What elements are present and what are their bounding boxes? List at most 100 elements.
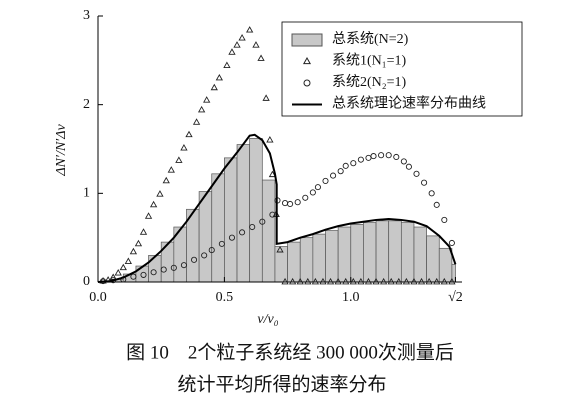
triangle-marker — [149, 200, 158, 208]
triangle-marker — [266, 136, 274, 143]
y-tick-label: 3 — [83, 8, 90, 23]
circle-marker — [239, 229, 246, 236]
histogram-bar — [388, 220, 402, 283]
histogram-bar — [299, 237, 314, 283]
triangle-marker — [402, 277, 411, 285]
triangle-marker — [180, 143, 188, 151]
triangle-marker — [425, 277, 433, 285]
y-tick-label: 2 — [83, 97, 90, 112]
circle-marker — [228, 234, 236, 241]
histogram-bar — [211, 173, 225, 283]
circle-marker — [357, 156, 364, 163]
triangle-marker — [156, 190, 164, 197]
circle-marker — [180, 262, 187, 269]
triangle-marker — [233, 41, 241, 48]
circle-marker — [385, 152, 392, 159]
circle-marker — [441, 216, 448, 223]
caption-line: 图 10 2个粒子系统经 300 000次测量后 — [126, 341, 454, 363]
histogram-bar — [400, 222, 415, 283]
x-tick-label: 0.0 — [89, 290, 107, 305]
histogram-bar — [224, 157, 238, 283]
circle-marker — [393, 153, 400, 161]
circle-marker — [378, 152, 385, 159]
caption-line: 统计平均所得的速率分布 — [177, 373, 386, 395]
circle-marker — [130, 273, 137, 280]
triangle-marker — [319, 277, 327, 285]
triangle-marker — [175, 156, 183, 163]
circle-marker — [365, 154, 372, 161]
histogram-bar — [287, 241, 301, 283]
histogram-bar — [325, 230, 339, 283]
triangle-marker — [357, 277, 365, 285]
triangle-marker — [210, 83, 218, 91]
triangle-marker — [129, 247, 138, 255]
triangle-marker — [417, 277, 426, 285]
circle-marker — [287, 200, 294, 208]
circle-marker — [201, 252, 208, 259]
circle-marker — [322, 177, 329, 184]
triangle-marker — [192, 118, 201, 125]
circle-marker — [218, 240, 225, 247]
circle-marker — [421, 179, 428, 186]
legend-label: 总系统(N=2) — [332, 31, 409, 47]
x-tick-label: √2 — [448, 290, 463, 305]
triangle-marker — [215, 73, 223, 81]
legend-label: 系统2(N₂=1) — [332, 74, 407, 90]
circle-marker — [160, 266, 167, 273]
legend-label: 系统1(N₁=1) — [332, 53, 407, 69]
triangle-marker — [139, 228, 148, 235]
circle-marker — [269, 211, 276, 218]
triangle-marker — [296, 277, 304, 285]
circle-marker — [428, 190, 435, 197]
triangle-marker — [162, 176, 170, 184]
triangle-marker — [124, 257, 132, 264]
triangle-marker — [387, 277, 395, 285]
triangle-marker — [262, 94, 270, 101]
triangle-marker — [372, 277, 380, 285]
triangle-marker — [379, 277, 388, 285]
circle-marker — [150, 269, 157, 276]
triangle-marker — [114, 269, 122, 276]
circle-marker — [191, 256, 198, 263]
triangle-marker — [448, 277, 456, 285]
histogram-bar — [198, 191, 213, 283]
triangle-marker — [268, 170, 277, 178]
triangle-marker — [433, 277, 441, 285]
triangle-marker — [223, 61, 231, 69]
circle-marker — [249, 223, 256, 231]
triangle-marker — [252, 41, 260, 48]
circle-marker — [330, 172, 337, 179]
circle-marker — [208, 247, 215, 254]
y-tick-label: 1 — [83, 186, 90, 201]
triangle-marker — [144, 212, 153, 219]
triangle-marker — [304, 277, 312, 285]
histogram-bar — [426, 235, 440, 283]
triangle-marker — [167, 166, 175, 173]
histogram-bar — [350, 224, 364, 283]
triangle-marker — [119, 263, 127, 271]
triangle-marker — [349, 277, 357, 285]
circle-marker — [405, 163, 412, 170]
circle-marker — [170, 264, 177, 271]
theory-curve — [97, 133, 457, 283]
circle-marker — [314, 184, 321, 191]
histogram-bar — [135, 265, 149, 283]
y-tick-label: 0 — [83, 274, 90, 289]
histogram-bar — [236, 144, 251, 283]
circle-marker — [413, 170, 420, 177]
triangle-marker — [326, 277, 335, 285]
triangle-marker — [364, 277, 373, 285]
triangle-marker — [395, 277, 403, 285]
triangle-marker — [246, 26, 254, 33]
triangle-marker — [203, 96, 211, 103]
circle-marker — [259, 218, 266, 225]
triangle-marker — [440, 277, 448, 285]
histogram-bar — [148, 255, 162, 283]
triangle-marker — [276, 245, 284, 253]
triangle-marker — [257, 54, 265, 61]
triangle-marker — [281, 277, 289, 285]
legend-label: 总系统理论速率分布曲线 — [332, 95, 486, 112]
circle-marker — [140, 271, 147, 278]
triangle-marker — [134, 239, 143, 247]
